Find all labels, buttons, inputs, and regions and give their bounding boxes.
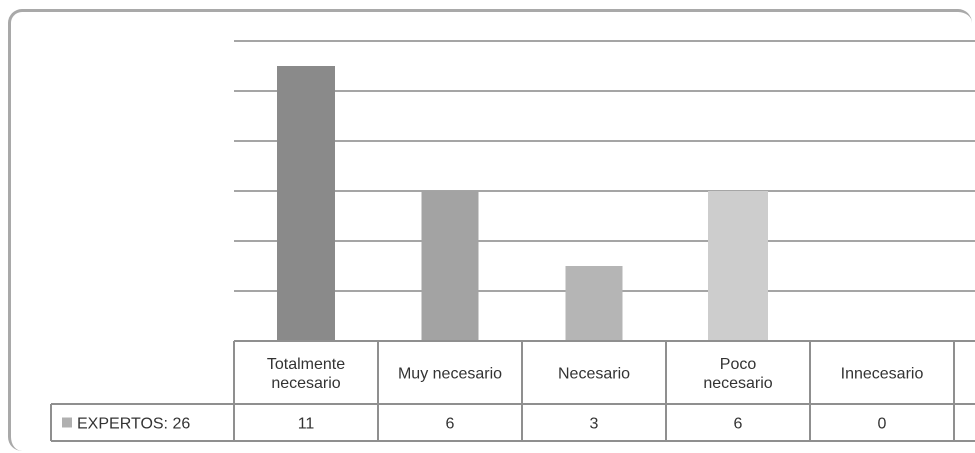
category-label: Necesario bbox=[558, 366, 630, 383]
bar bbox=[277, 66, 335, 341]
bar bbox=[708, 191, 768, 341]
category-label: Innecesario bbox=[841, 366, 924, 383]
category-label: Muy necesario bbox=[398, 366, 502, 383]
category-label: Poco bbox=[720, 356, 757, 373]
data-label: 3 bbox=[590, 416, 599, 433]
legend-swatch bbox=[62, 417, 72, 428]
category-label: necesario bbox=[703, 375, 772, 392]
bar bbox=[421, 191, 479, 341]
data-label: 11 bbox=[298, 416, 315, 433]
chart-frame bbox=[8, 9, 972, 451]
bar bbox=[565, 266, 623, 341]
data-label: 0 bbox=[878, 416, 887, 433]
category-label: Totalmente bbox=[267, 356, 345, 373]
data-label: 6 bbox=[734, 416, 743, 433]
category-label: necesario bbox=[271, 375, 340, 392]
data-label: 6 bbox=[446, 416, 455, 433]
legend-label: EXPERTOS: 26 bbox=[77, 416, 190, 433]
